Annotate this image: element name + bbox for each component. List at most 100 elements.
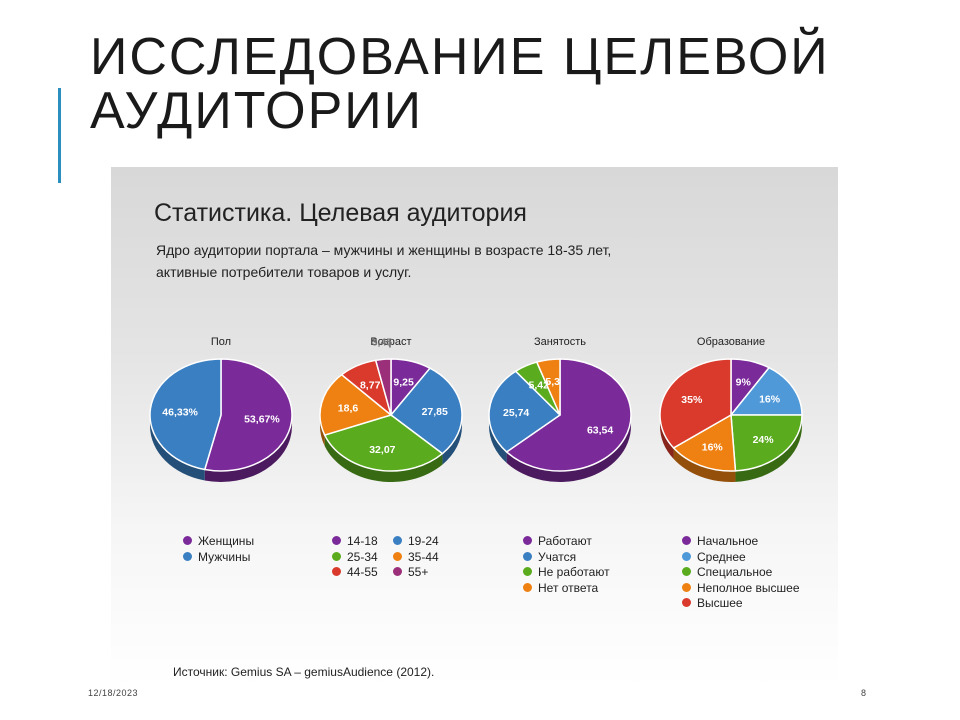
pie-slice: [149, 358, 222, 471]
pie-slice: [659, 358, 732, 449]
pie-chart-2: Возраст 9,25 27,85 32,07 18,68,77 3,45: [319, 336, 463, 482]
legend-item: Нет ответа: [523, 581, 598, 596]
pie-slice: [729, 366, 803, 416]
pie-data-label: 9,25: [393, 377, 414, 389]
legend-label: Женщины: [198, 534, 255, 548]
footer-date: 12/18/2023: [88, 688, 139, 698]
legend-label: Учатся: [538, 549, 577, 564]
legend-label: 55+: [408, 565, 429, 579]
pie-slice-side: [506, 415, 631, 483]
legend-item: 55+: [393, 565, 428, 580]
legend-label: Мужчины: [198, 549, 251, 564]
pie-data-label: 46,33%: [162, 406, 198, 418]
panel-subtitle: Ядро аудитории портала – мужчины и женщи…: [156, 239, 756, 283]
pie-title: Занятость: [534, 336, 586, 348]
panel-subtitle-line-2: активные потребители товаров и услуг.: [156, 264, 412, 280]
legend-label: Среднее: [697, 549, 746, 564]
pie-charts: Пол 53,67% 46,33% Возраст 9,25 27,85 32,07 18,6…: [149, 336, 803, 483]
pie-data-label: 25,74: [503, 407, 529, 419]
legend-item: 44-55: [332, 565, 378, 580]
legend-item: 35-44: [393, 550, 439, 565]
pie-chart-3: Занятость 63,54 25,74 5,425,3: [488, 336, 632, 483]
pie-data-label: 3,45: [372, 336, 393, 348]
source-note: Источник: Gemius SA – gemiusAudience (20…: [173, 665, 435, 679]
pie-data-label: 18,6: [338, 402, 359, 414]
pie-slice-side: [204, 415, 292, 482]
pie-data-label: 8,77: [360, 379, 381, 391]
panel-subtitle-line-1: Ядро аудитории портала – мужчины и женщи…: [156, 242, 612, 258]
pie-title: Возраст: [370, 336, 411, 348]
legend-label: Нет ответа: [538, 580, 599, 595]
legend-item: 14-18: [332, 534, 378, 549]
legend-label: 19-24: [408, 534, 439, 548]
legend-marker: [682, 567, 691, 577]
legend-marker: [332, 536, 341, 546]
pie-slice: [535, 358, 561, 416]
legend-item: Женщины: [183, 534, 254, 549]
pie-slice-side: [442, 415, 462, 465]
pie-data-label: 53,67%: [244, 414, 280, 426]
legend-label: Неполное высшее: [697, 580, 800, 595]
legend-marker: [523, 567, 532, 577]
legend-item: Высшее: [682, 596, 743, 611]
pie-chart-4: Образование 9% 16% 24% 16% 35%: [659, 336, 803, 482]
pie-slice: [323, 414, 444, 472]
pie-slice-side: [673, 447, 736, 482]
legend-marker: [682, 598, 691, 608]
legend-label: Работают: [538, 534, 592, 548]
pie-title: Образование: [697, 336, 765, 348]
legend-label: 44-55: [347, 565, 378, 579]
legend-marker: [393, 536, 402, 546]
pie-slice: [374, 358, 392, 416]
legend-item: Не работают: [523, 565, 610, 580]
legend-marker: [682, 536, 691, 546]
legend-marker: [682, 551, 691, 561]
slide-title: ИССЛЕДОВАНИЕ ЦЕЛЕВОЙ АУДИТОРИИ: [90, 28, 830, 140]
legend-label: 35-44: [408, 549, 439, 564]
pie-sides: [150, 415, 292, 482]
pie-slice: [730, 414, 803, 472]
chart-panel: Статистика. Целевая аудитория Ядро аудит…: [111, 167, 838, 687]
pie-sides: [489, 415, 631, 483]
legend-marker: [393, 551, 402, 561]
pie-slice: [389, 367, 463, 455]
legend-item: Специальное: [682, 565, 772, 580]
legend-label: 14-18: [347, 534, 378, 548]
legend-item: Учатся: [523, 550, 576, 565]
title-accent-bar: [58, 88, 61, 183]
pie-data-label: 63,54: [587, 424, 613, 436]
legend-marker: [682, 582, 691, 592]
legend-marker: [332, 551, 341, 561]
pie-data-label: 32,07: [369, 444, 395, 456]
pie-slice: [488, 370, 562, 453]
pie-slice: [319, 373, 393, 436]
pie-data-label: 24%: [753, 434, 775, 446]
legend-label: 25-34: [347, 549, 378, 564]
legend-marker: [183, 536, 192, 546]
pie-data-label: 16%: [702, 441, 724, 453]
pie-slice-side: [324, 435, 443, 482]
page-number: 8: [861, 688, 867, 698]
legend-item: Работают: [523, 534, 592, 549]
pie-slice-side: [489, 415, 507, 463]
pie-slice: [203, 358, 293, 472]
pie-chart-1: Пол 53,67% 46,33%: [149, 336, 293, 482]
legend-label: Высшее: [697, 596, 743, 610]
legend-marker: [523, 551, 532, 561]
legend-label: Не работают: [538, 565, 610, 579]
pie-slice: [672, 413, 737, 472]
legend-marker: [523, 536, 532, 546]
legend-label: Специальное: [697, 565, 773, 579]
legend-label: Начальное: [697, 534, 759, 548]
legend-marker: [523, 582, 532, 592]
legend-item: Начальное: [682, 534, 758, 549]
pie-slice-side: [660, 415, 674, 459]
pie-data-label: 5,3: [545, 376, 560, 388]
panel-title: Статистика. Целевая аудитория: [154, 199, 527, 227]
legend-item: 25-34: [332, 550, 378, 565]
pie-title: Пол: [211, 336, 231, 348]
pie-slice-side: [150, 415, 205, 481]
pie-data-label: 5,42: [529, 380, 550, 392]
pie-data-label: 16%: [759, 393, 781, 405]
pie-slice: [505, 358, 632, 472]
